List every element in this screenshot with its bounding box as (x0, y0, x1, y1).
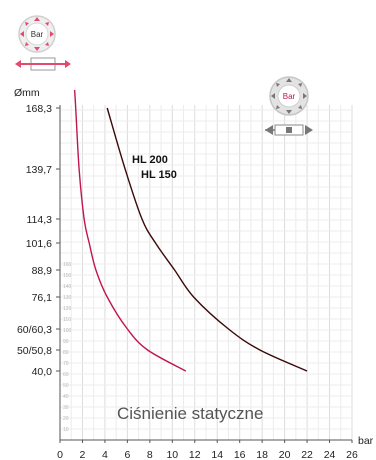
inner-y-tick-label: 60 (63, 372, 69, 378)
x-tick-label: 8 (147, 449, 153, 460)
inner-y-tick-label: 140 (63, 284, 72, 290)
x-tick-label: 10 (166, 449, 178, 460)
x-tick-label: 4 (102, 449, 108, 460)
pressure-radial-icon: Bar (15, 15, 71, 71)
inner-y-tick-label: 10 (63, 427, 69, 433)
x-tick-label: 14 (211, 449, 223, 460)
y-tick-label: 76,1 (32, 292, 53, 304)
y-tick-labels: 168,3 139,7 114,3 101,6 88,9 76,1 60/60,3 50/50… (17, 103, 60, 378)
chart-grid (59, 105, 353, 440)
icon-bar-text-1: Bar (31, 30, 44, 39)
y-tick-label: 60/60,3 (17, 324, 52, 336)
x-tick-labels: 0 2 4 6 8 10 12 14 16 18 20 22 24 26 (57, 440, 358, 460)
y-tick-label: 88,9 (32, 265, 53, 277)
pressure-all-directions-icon: Bar (265, 76, 313, 136)
x-tick-label: 2 (80, 449, 86, 460)
series-label-hl150: HL 150 (141, 169, 177, 181)
y-tick-label: 101,6 (26, 238, 52, 250)
inner-y-tick-label: 110 (63, 317, 71, 323)
annotation-static-pressure: Ciśnienie statyczne (117, 404, 263, 423)
inner-y-tick-label: 100 (63, 328, 72, 334)
inner-y-tick-label: 120 (63, 306, 72, 312)
inner-y-tick-label: 90 (63, 339, 69, 345)
inner-y-tick-label: 130 (63, 295, 72, 301)
series-line-hl200-hl150 (106, 107, 308, 372)
x-tick-label: 16 (234, 449, 246, 460)
x-tick-label: 6 (124, 449, 130, 460)
x-tick-label: 0 (57, 449, 63, 460)
inner-y-tick-label: 30 (63, 405, 69, 411)
y-tick-label: 139,7 (26, 164, 52, 176)
inner-y-tick-labels: 10 20 30 40 50 60 70 80 90 100 110 120 130 140 150 160 (63, 262, 72, 433)
icon-bar-text-2: Bar (283, 92, 296, 101)
y-tick-label: 50/50,8 (17, 345, 52, 357)
x-tick-label: 24 (324, 449, 336, 460)
series-lines (73, 89, 308, 372)
inner-y-tick-label: 80 (63, 350, 69, 356)
inner-y-tick-label: 160 (63, 262, 72, 268)
inner-y-tick-label: 150 (63, 273, 72, 279)
y-axis-label: Ømm (14, 87, 40, 99)
x-tick-label: 12 (189, 449, 201, 460)
series-line-red (73, 89, 187, 372)
inner-y-tick-label: 40 (63, 394, 69, 400)
x-tick-label: 26 (346, 449, 358, 460)
x-tick-label: 22 (301, 449, 313, 460)
y-tick-label: 40,0 (32, 366, 53, 378)
y-tick-label: 114,3 (27, 214, 53, 226)
x-tick-label: 20 (279, 449, 291, 460)
inner-y-tick-label: 50 (63, 383, 69, 389)
series-label-hl200: HL 200 (132, 154, 168, 166)
y-tick-label: 168,3 (26, 103, 52, 115)
inner-y-tick-label: 20 (63, 416, 69, 422)
inner-y-tick-label: 70 (63, 361, 69, 367)
x-axis-label: bar (358, 435, 374, 447)
chart-axes (59, 105, 352, 441)
x-tick-label: 18 (256, 449, 268, 460)
